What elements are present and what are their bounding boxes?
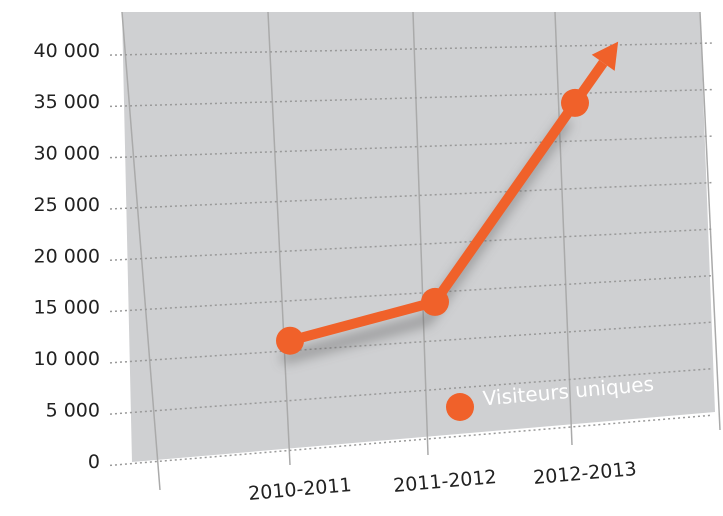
y-tick-label: 15 000 (34, 297, 100, 319)
point (421, 287, 449, 316)
category-grid (121, 11, 721, 491)
y-tick-label: 5 000 (46, 399, 100, 421)
y-tick-label: 20 000 (34, 245, 100, 267)
x-tick-label: 2010-2011 (247, 474, 352, 505)
grid-line (109, 321, 713, 364)
point (561, 88, 589, 117)
x-tick-label: 2012-2013 (532, 458, 637, 489)
arrow-head (591, 41, 619, 71)
grid-line (109, 367, 713, 415)
grid-line (109, 181, 713, 210)
x-tick-label: 2011-2012 (392, 466, 497, 497)
y-tick-label: 25 000 (34, 194, 100, 216)
grid-line (109, 228, 713, 262)
y-tick-label: 0 (88, 451, 100, 473)
y-tick-label: 30 000 (34, 143, 100, 165)
y-tick-label: 35 000 (34, 91, 100, 113)
grid-line (109, 414, 713, 467)
grid-line (109, 88, 713, 108)
y-tick-label: 10 000 (34, 348, 100, 370)
legend-swatch (446, 393, 474, 421)
point (276, 326, 304, 355)
y-tick-label: 40 000 (34, 40, 100, 62)
grid-line (109, 274, 713, 313)
grid-line (109, 135, 713, 159)
